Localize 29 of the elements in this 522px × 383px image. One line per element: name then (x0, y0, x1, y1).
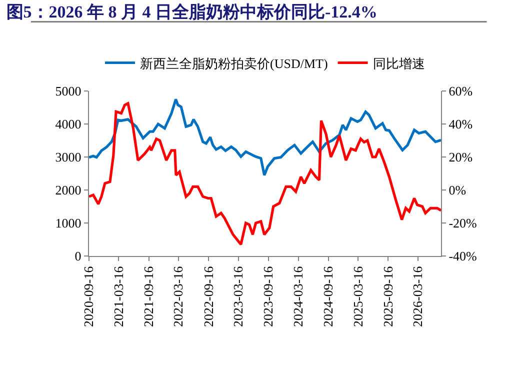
y-tick-label: 4000 (55, 116, 82, 132)
y2-tick-label: -20% (448, 216, 478, 231)
x-tick-label: 2023-09-16 (260, 266, 276, 327)
x-tick-label: 2022-03-16 (170, 266, 186, 327)
legend-label: 新西兰全脂奶粉拍卖价(USD/MT) (140, 56, 328, 71)
y-tick-label: 0 (74, 248, 82, 264)
y2-tick-label: 20% (448, 150, 473, 165)
x-tick-label: 2020-09-16 (81, 266, 96, 327)
x-tick-label: 2021-09-16 (141, 266, 156, 327)
x-tick-label: 2023-03-16 (230, 266, 246, 327)
y-tick-label: 5000 (55, 84, 82, 99)
line-series (89, 98, 441, 176)
x-tick-label: 2026-03-16 (410, 266, 426, 327)
chart-title: 图5：2026 年 8 月 4 日全脂奶粉中标价同比-12.4% (6, 2, 378, 22)
x-tick-label: 2025-03-16 (350, 266, 366, 327)
y2-tick-label: -40% (448, 248, 478, 264)
y-tick-label: 1000 (55, 216, 82, 231)
x-tick-label: 2021-03-16 (110, 266, 126, 327)
y-tick-label: 2000 (55, 182, 82, 198)
x-tick-label: 2024-09-16 (320, 266, 336, 327)
y2-tick-label: 0% (448, 182, 466, 198)
y2-tick-label: 60% (448, 84, 473, 99)
legend-label: 同比增速 (372, 56, 425, 71)
y2-tick-label: 40% (448, 116, 473, 132)
x-tick-label: 2024-03-16 (290, 266, 306, 327)
y-tick-label: 3000 (55, 150, 82, 165)
line-series (89, 102, 441, 246)
x-tick-label: 2022-09-16 (200, 266, 216, 327)
x-tick-label: 2025-09-16 (380, 266, 396, 327)
